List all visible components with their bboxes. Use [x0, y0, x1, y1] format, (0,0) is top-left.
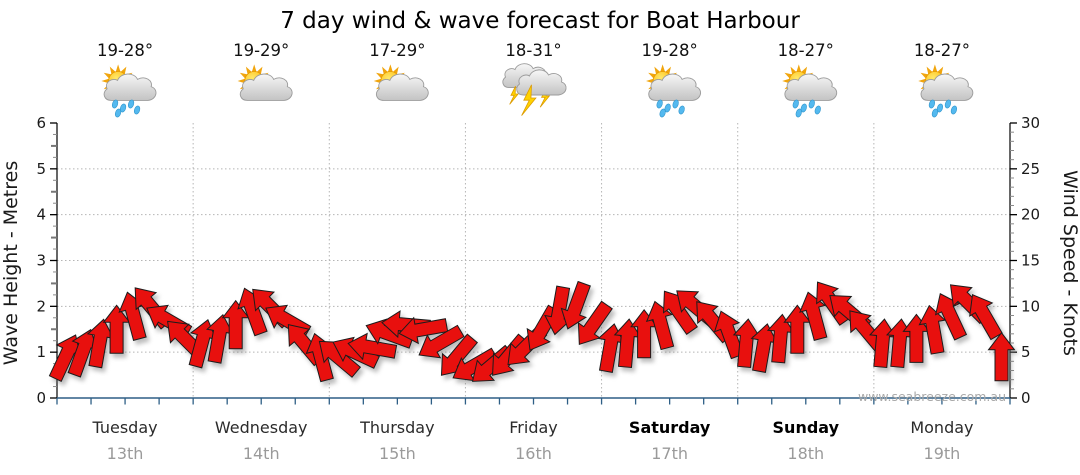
cloud-shape — [375, 73, 429, 101]
raindrop — [119, 103, 127, 113]
wind-arrow — [418, 324, 465, 359]
left-axis-title: Wave Height - Metres — [0, 161, 22, 365]
wind-arrow — [560, 280, 591, 330]
day-temp-label: 19-28° — [642, 41, 698, 60]
sun-cloud-icon — [237, 64, 293, 101]
left-tick-label: 6 — [36, 114, 46, 132]
wind-arrow — [987, 331, 1016, 382]
sun-cloud-showers-icon — [101, 64, 157, 118]
left-tick-label: 1 — [36, 343, 46, 361]
right-tick-label: 30 — [1021, 114, 1040, 132]
axes — [50, 122, 1017, 405]
chart-title: 7 day wind & wave forecast for Boat Harb… — [280, 8, 800, 34]
day-date-label: 14th — [243, 444, 280, 463]
day-name-label: Saturday — [629, 418, 711, 437]
day-name-label: Sunday — [773, 418, 840, 437]
sun-cloud-showers-icon — [918, 64, 974, 118]
day-name-label: Tuesday — [92, 418, 158, 437]
wind-arrow — [969, 294, 1003, 341]
raindrop — [795, 108, 802, 118]
raindrop — [808, 99, 815, 109]
sun-cloud-icon — [373, 64, 429, 101]
day-name-label: Thursday — [359, 418, 434, 437]
lightning-bolt — [509, 86, 519, 105]
day-date-label: 19th — [924, 444, 961, 463]
wind-arrow — [398, 316, 449, 345]
raindrop — [111, 99, 119, 109]
raindrop — [800, 103, 807, 113]
daily-weather-icons — [101, 63, 974, 118]
raindrop — [659, 108, 666, 118]
day-name-label: Wednesday — [215, 418, 308, 437]
right-tick-label: 10 — [1021, 297, 1040, 315]
wind-arrow — [221, 299, 250, 350]
wind-arrow-band — [48, 280, 1016, 383]
cloud-shape — [239, 73, 293, 101]
right-tick-label: 20 — [1021, 206, 1040, 224]
day-temp-label: 19-29° — [233, 41, 289, 60]
raindrop — [656, 99, 663, 109]
raindrop — [814, 105, 821, 115]
axis-labels: 0 1 2 3 4 5 6 0 5 10 15 20 25 30 Tuesday 13th 19-28° Wedn… — [36, 41, 1040, 463]
day-temp-label: 18-27° — [778, 41, 834, 60]
raindrop — [944, 99, 952, 109]
day-date-label: 17th — [651, 444, 688, 463]
raindrop — [114, 108, 122, 118]
wind-arrow — [645, 300, 675, 351]
day-temp-label: 19-28° — [97, 41, 153, 60]
left-tick-label: 3 — [36, 252, 46, 270]
wind-arrow — [934, 293, 968, 341]
day-date-label: 13th — [107, 444, 144, 463]
raindrop — [127, 99, 135, 109]
left-tick-label: 0 — [36, 389, 46, 407]
day-name-label: Monday — [910, 418, 973, 437]
right-tick-label: 0 — [1021, 389, 1031, 407]
day-date-label: 16th — [515, 444, 552, 463]
right-tick-label: 5 — [1021, 343, 1031, 361]
wind-arrow — [713, 310, 745, 360]
raindrop — [678, 105, 685, 115]
wind-arrow — [347, 332, 398, 361]
day-date-label: 15th — [379, 444, 416, 463]
cloud-shape — [648, 73, 701, 101]
raindrop — [792, 99, 799, 109]
day-temp-label: 18-31° — [505, 41, 561, 60]
cloud-shape — [516, 69, 567, 96]
left-tick-label: 5 — [36, 160, 46, 178]
lightning-bolt — [521, 84, 537, 116]
sun-cloud-showers-icon — [782, 64, 838, 118]
wind-arrow — [577, 300, 613, 346]
raindrop — [928, 99, 936, 109]
right-axis-title: Wind Speed - Knots — [1059, 170, 1080, 356]
raindrop — [133, 105, 141, 115]
wind-arrow — [918, 304, 947, 355]
raindrop — [950, 105, 958, 115]
left-tick-label: 2 — [36, 297, 46, 315]
raindrop — [672, 99, 679, 109]
watermark: www.seabreeze.com.au — [858, 389, 1006, 404]
sun-cloud-showers-icon — [646, 64, 701, 118]
cloud-shape — [103, 73, 157, 101]
day-temp-label: 18-27° — [914, 41, 970, 60]
raindrop — [931, 108, 939, 118]
lightning-bolt — [539, 87, 551, 108]
day-temp-label: 17-29° — [369, 41, 425, 60]
day-date-label: 18th — [787, 444, 824, 463]
right-tick-label: 15 — [1021, 252, 1040, 270]
raindrop — [936, 103, 944, 113]
wind-arrow — [799, 291, 828, 341]
left-tick-label: 4 — [36, 206, 46, 224]
right-tick-label: 25 — [1021, 160, 1040, 178]
cloud-shape — [784, 73, 838, 101]
day-name-label: Friday — [509, 418, 558, 437]
raindrop — [664, 103, 671, 113]
storm-icon — [502, 63, 567, 116]
cloud-shape — [920, 73, 974, 101]
